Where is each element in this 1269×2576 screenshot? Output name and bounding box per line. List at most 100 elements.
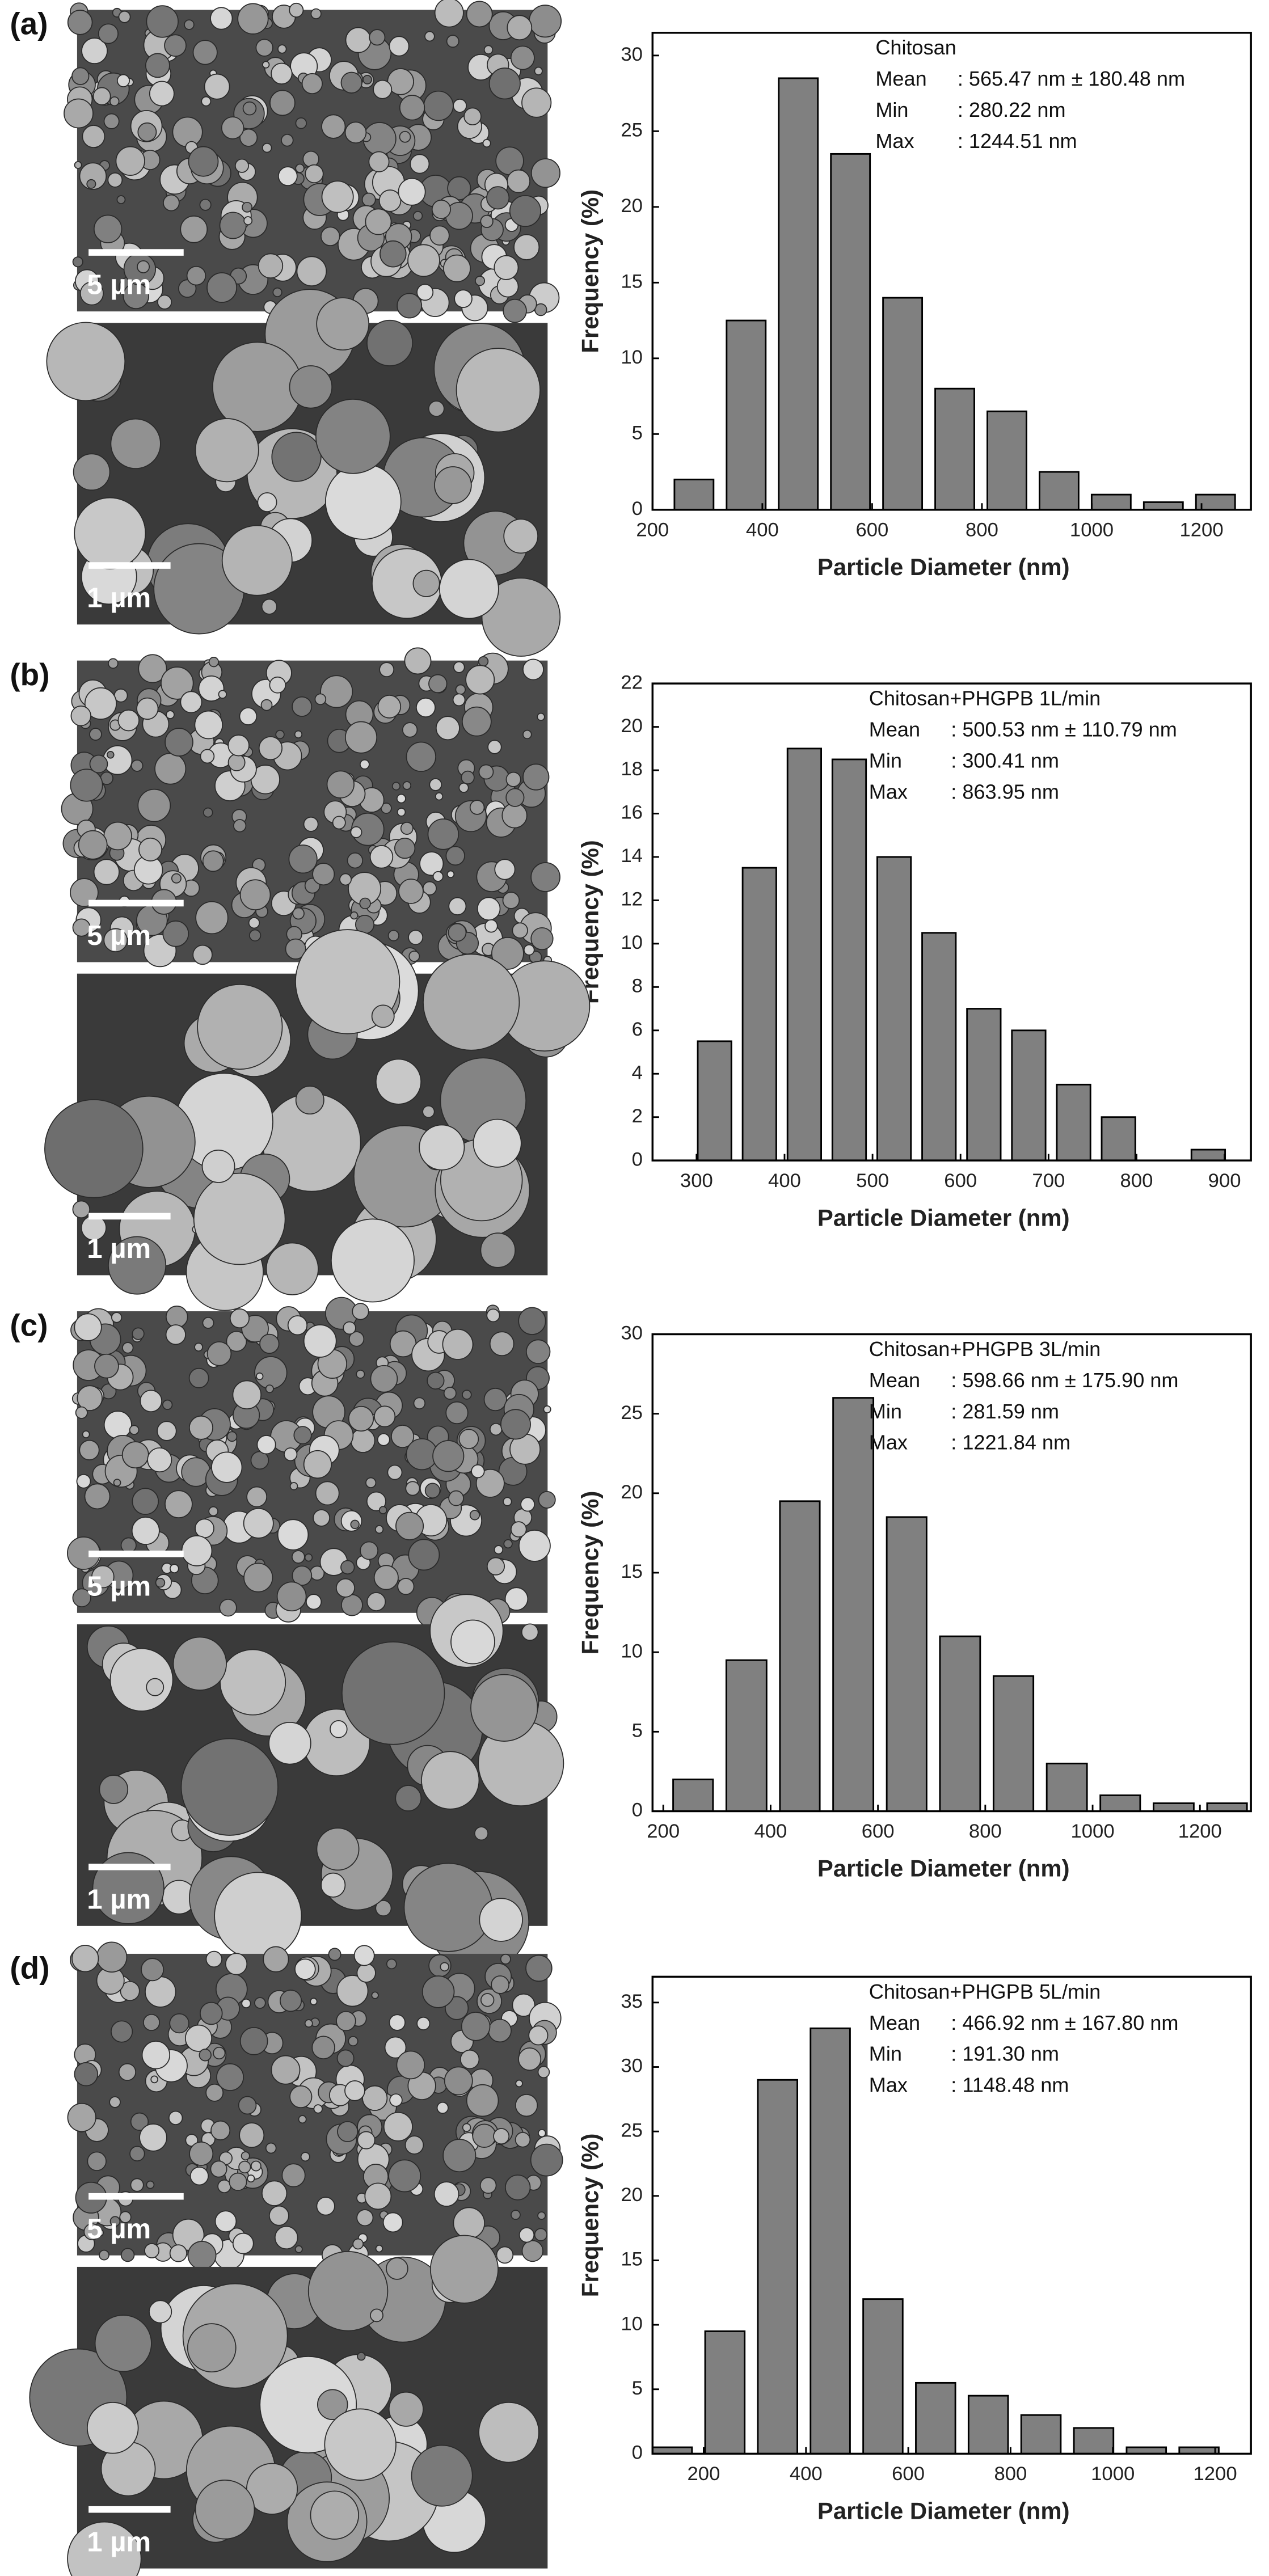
- sem-particle: [328, 1948, 342, 1961]
- bar: [1190, 1148, 1226, 1162]
- sem-particle: [356, 1369, 365, 1379]
- sem-particle: [377, 695, 402, 719]
- sem-particle: [116, 195, 126, 204]
- sem-particle: [67, 10, 93, 35]
- sem-particle: [168, 2110, 183, 2125]
- sem-particle: [83, 2223, 101, 2240]
- sem-particle: [109, 2096, 121, 2108]
- sem-particle: [246, 1486, 268, 1507]
- sem-particle: [214, 2210, 237, 2232]
- annotation-title: Chitosan+PHGPB 5L/min: [869, 1980, 1101, 2003]
- sem-particle: [122, 1342, 134, 1354]
- sem-particle: [496, 2246, 514, 2264]
- sem-particle: [518, 2227, 535, 2243]
- sem-particle: [484, 919, 498, 933]
- sem-particle: [255, 39, 273, 57]
- sem-particle: [520, 1497, 536, 1512]
- bar: [725, 1659, 768, 1812]
- y-tick-label: 16: [621, 802, 643, 824]
- sem-particle: [530, 927, 554, 951]
- sem-particle: [443, 1387, 457, 1400]
- x-tick-label: 400: [746, 520, 779, 541]
- sem-particle: [386, 2257, 408, 2280]
- sem-particle: [395, 1511, 424, 1540]
- sem-image: [67, 1297, 556, 1628]
- bar: [741, 867, 777, 1162]
- sem-particle: [384, 2036, 407, 2059]
- sem-particle: [433, 2181, 459, 2207]
- sem-particle: [371, 1991, 379, 1999]
- sem-particle: [268, 2205, 289, 2226]
- sem-particle: [121, 1441, 149, 1469]
- sem-particle: [483, 45, 494, 54]
- sem-particle: [257, 492, 277, 512]
- sem-particle: [71, 1945, 99, 1973]
- sem-particle: [219, 212, 247, 239]
- sem-particle: [465, 665, 495, 695]
- sem-particle: [189, 2141, 214, 2166]
- sem-particle: [217, 2179, 231, 2194]
- sem-particle: [295, 163, 305, 173]
- y-tick-label: 2: [632, 1105, 643, 1127]
- sem-particle: [89, 728, 102, 741]
- sem-particle: [304, 2019, 313, 2028]
- sem-particle: [76, 1473, 91, 1489]
- sem-particle: [109, 1648, 174, 1712]
- sem-particle: [210, 2120, 231, 2140]
- sem-particle: [348, 2036, 359, 2047]
- sem-particle: [408, 930, 424, 945]
- sem-particle: [74, 1313, 102, 1341]
- sem-particle: [144, 2243, 160, 2258]
- sem-particle: [255, 1372, 264, 1380]
- bar: [876, 856, 912, 1162]
- sem-particle: [180, 1738, 279, 1836]
- sem-particle: [67, 2102, 96, 2132]
- sem-particle: [470, 1674, 538, 1742]
- sem-particle: [71, 67, 90, 85]
- sem-particle: [254, 1997, 266, 2009]
- sem-particle: [141, 2041, 171, 2070]
- sem-particle: [269, 90, 296, 116]
- sem-particle: [161, 666, 194, 700]
- bar: [966, 1008, 1002, 1162]
- sem-particle: [261, 2180, 288, 2206]
- sem-particle: [474, 1826, 489, 1841]
- bar: [967, 2395, 1009, 2455]
- sem-particle: [232, 1380, 262, 1409]
- bar: [757, 2079, 798, 2455]
- sem-particle: [434, 466, 472, 504]
- sem-particle: [205, 2083, 224, 2102]
- sem-particle: [260, 699, 273, 711]
- sem-particle: [195, 418, 259, 483]
- sem-particle: [478, 656, 489, 667]
- sem-particle: [292, 696, 313, 717]
- sem-particle: [348, 1405, 374, 1432]
- sem-particle: [513, 234, 540, 260]
- bar: [830, 153, 871, 511]
- stat-value: : 300.41 nm: [951, 749, 1059, 772]
- sem-particle: [378, 189, 402, 212]
- sem-particle: [72, 918, 91, 937]
- sem-particle: [285, 938, 306, 960]
- y-tick-label: 12: [621, 889, 643, 910]
- sem-particle: [427, 818, 459, 850]
- x-tick-label: 600: [892, 2463, 925, 2485]
- sem-particle: [166, 710, 175, 719]
- sem-particle: [271, 2055, 301, 2085]
- sem-particle: [453, 98, 467, 113]
- sem-particle: [473, 1118, 522, 1168]
- bar: [886, 1516, 927, 1812]
- y-tick-label: 20: [621, 715, 643, 737]
- bar: [1039, 471, 1080, 511]
- sem-particle: [443, 254, 471, 282]
- sem-particle: [538, 1490, 556, 1509]
- sem-particle: [265, 1242, 319, 1295]
- sem-particle: [256, 1435, 276, 1455]
- sem-particle: [369, 845, 394, 869]
- sem-particle: [289, 1482, 298, 1490]
- y-tick-label: 0: [632, 2442, 643, 2464]
- x-tick-label: 800: [969, 1821, 1002, 1842]
- sem-particle: [277, 1519, 309, 1551]
- sem-particle: [491, 937, 524, 970]
